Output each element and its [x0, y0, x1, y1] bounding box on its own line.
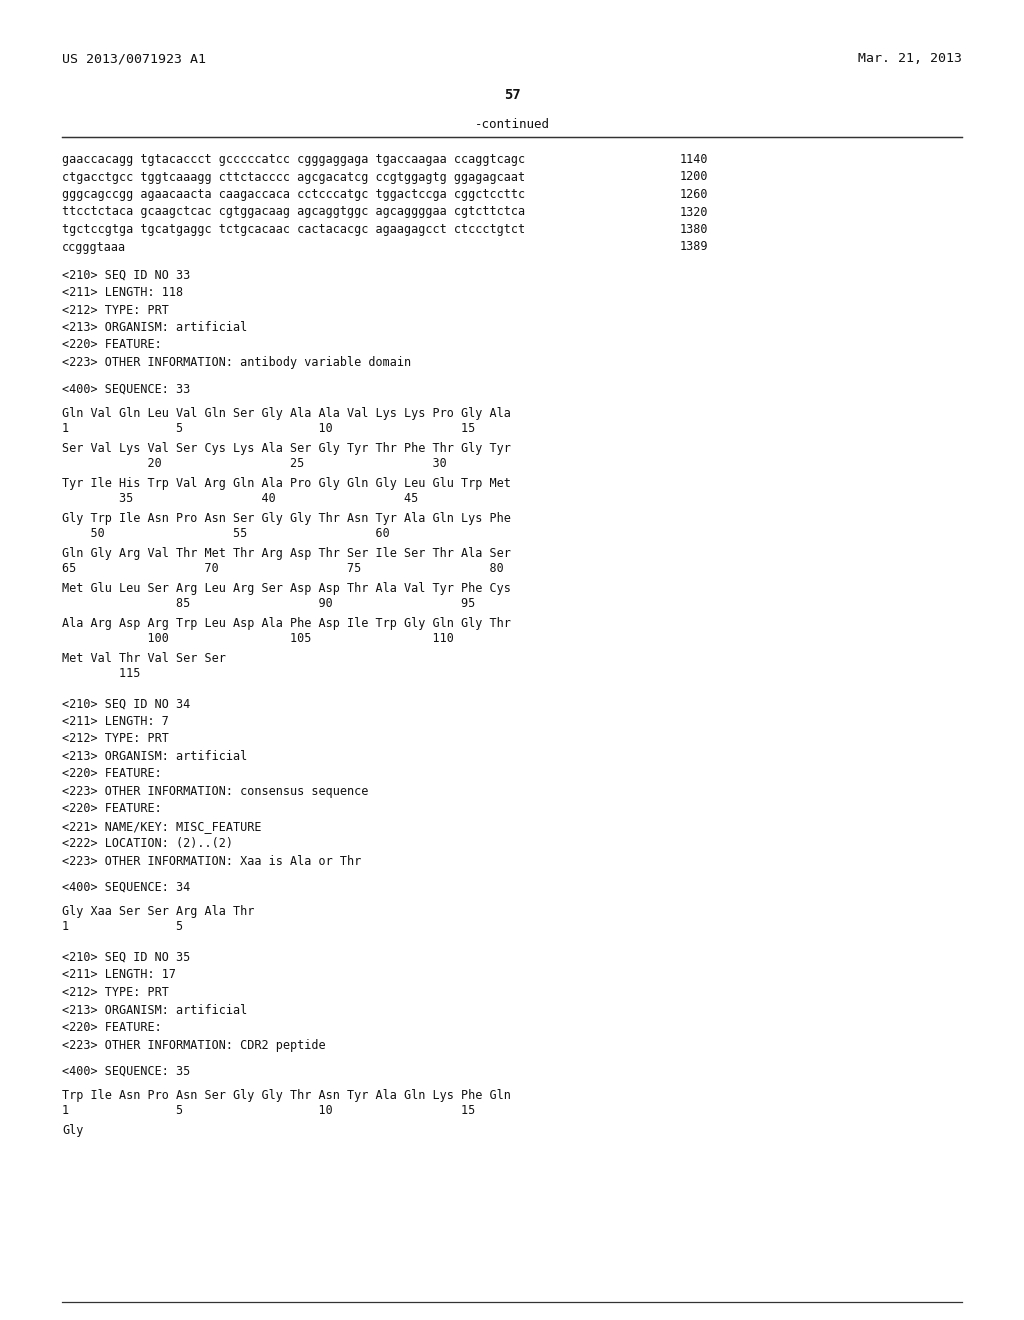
Text: <222> LOCATION: (2)..(2): <222> LOCATION: (2)..(2) [62, 837, 233, 850]
Text: gggcagccgg agaacaacta caagaccaca cctcccatgc tggactccga cggctccttc: gggcagccgg agaacaacta caagaccaca cctccca… [62, 187, 525, 201]
Text: -continued: -continued [474, 117, 550, 131]
Text: Ala Arg Asp Arg Trp Leu Asp Ala Phe Asp Ile Trp Gly Gln Gly Thr: Ala Arg Asp Arg Trp Leu Asp Ala Phe Asp … [62, 616, 511, 630]
Text: <210> SEQ ID NO 34: <210> SEQ ID NO 34 [62, 697, 190, 710]
Text: 100                 105                 110: 100 105 110 [62, 632, 454, 644]
Text: 1320: 1320 [680, 206, 709, 219]
Text: <213> ORGANISM: artificial: <213> ORGANISM: artificial [62, 321, 247, 334]
Text: <212> TYPE: PRT: <212> TYPE: PRT [62, 304, 169, 317]
Text: <211> LENGTH: 17: <211> LENGTH: 17 [62, 969, 176, 982]
Text: US 2013/0071923 A1: US 2013/0071923 A1 [62, 51, 206, 65]
Text: <223> OTHER INFORMATION: consensus sequence: <223> OTHER INFORMATION: consensus seque… [62, 785, 369, 797]
Text: 65                  70                  75                  80: 65 70 75 80 [62, 561, 504, 574]
Text: Gly Trp Ile Asn Pro Asn Ser Gly Gly Thr Asn Tyr Ala Gln Lys Phe: Gly Trp Ile Asn Pro Asn Ser Gly Gly Thr … [62, 512, 511, 525]
Text: <220> FEATURE:: <220> FEATURE: [62, 338, 162, 351]
Text: <220> FEATURE:: <220> FEATURE: [62, 803, 162, 816]
Text: <211> LENGTH: 118: <211> LENGTH: 118 [62, 286, 183, 300]
Text: ctgacctgcc tggtcaaagg cttctacccc agcgacatcg ccgtggagtg ggagagcaat: ctgacctgcc tggtcaaagg cttctacccc agcgaca… [62, 170, 525, 183]
Text: <220> FEATURE:: <220> FEATURE: [62, 1020, 162, 1034]
Text: <213> ORGANISM: artificial: <213> ORGANISM: artificial [62, 1003, 247, 1016]
Text: Met Glu Leu Ser Arg Leu Arg Ser Asp Asp Thr Ala Val Tyr Phe Cys: Met Glu Leu Ser Arg Leu Arg Ser Asp Asp … [62, 582, 511, 595]
Text: 35                  40                  45: 35 40 45 [62, 491, 418, 504]
Text: Gly Xaa Ser Ser Arg Ala Thr: Gly Xaa Ser Ser Arg Ala Thr [62, 906, 254, 919]
Text: <210> SEQ ID NO 35: <210> SEQ ID NO 35 [62, 950, 190, 964]
Text: gaaccacagg tgtacaccct gcccccatcc cgggaggaga tgaccaagaa ccaggtcagc: gaaccacagg tgtacaccct gcccccatcc cgggagg… [62, 153, 525, 166]
Text: tgctccgtga tgcatgaggc tctgcacaac cactacacgc agaagagcct ctccctgtct: tgctccgtga tgcatgaggc tctgcacaac cactaca… [62, 223, 525, 236]
Text: <212> TYPE: PRT: <212> TYPE: PRT [62, 733, 169, 746]
Text: Ser Val Lys Val Ser Cys Lys Ala Ser Gly Tyr Thr Phe Thr Gly Tyr: Ser Val Lys Val Ser Cys Lys Ala Ser Gly … [62, 442, 511, 455]
Text: Met Val Thr Val Ser Ser: Met Val Thr Val Ser Ser [62, 652, 226, 665]
Text: 57: 57 [504, 88, 520, 102]
Text: Tyr Ile His Trp Val Arg Gln Ala Pro Gly Gln Gly Leu Glu Trp Met: Tyr Ile His Trp Val Arg Gln Ala Pro Gly … [62, 477, 511, 490]
Text: 85                  90                  95: 85 90 95 [62, 597, 475, 610]
Text: <400> SEQUENCE: 35: <400> SEQUENCE: 35 [62, 1065, 190, 1077]
Text: 50                  55                  60: 50 55 60 [62, 527, 390, 540]
Text: Mar. 21, 2013: Mar. 21, 2013 [858, 51, 962, 65]
Text: 1               5                   10                  15: 1 5 10 15 [62, 1104, 475, 1117]
Text: ccgggtaaa: ccgggtaaa [62, 240, 126, 253]
Text: 1389: 1389 [680, 240, 709, 253]
Text: <210> SEQ ID NO 33: <210> SEQ ID NO 33 [62, 268, 190, 281]
Text: ttcctctaca gcaagctcac cgtggacaag agcaggtggc agcaggggaa cgtcttctca: ttcctctaca gcaagctcac cgtggacaag agcaggt… [62, 206, 525, 219]
Text: <221> NAME/KEY: MISC_FEATURE: <221> NAME/KEY: MISC_FEATURE [62, 820, 261, 833]
Text: 1               5: 1 5 [62, 920, 183, 933]
Text: Gly: Gly [62, 1125, 83, 1138]
Text: 20                  25                  30: 20 25 30 [62, 457, 446, 470]
Text: <400> SEQUENCE: 34: <400> SEQUENCE: 34 [62, 880, 190, 894]
Text: 1200: 1200 [680, 170, 709, 183]
Text: <213> ORGANISM: artificial: <213> ORGANISM: artificial [62, 750, 247, 763]
Text: 1260: 1260 [680, 187, 709, 201]
Text: <223> OTHER INFORMATION: CDR2 peptide: <223> OTHER INFORMATION: CDR2 peptide [62, 1039, 326, 1052]
Text: Trp Ile Asn Pro Asn Ser Gly Gly Thr Asn Tyr Ala Gln Lys Phe Gln: Trp Ile Asn Pro Asn Ser Gly Gly Thr Asn … [62, 1089, 511, 1102]
Text: <400> SEQUENCE: 33: <400> SEQUENCE: 33 [62, 383, 190, 395]
Text: 1140: 1140 [680, 153, 709, 166]
Text: <212> TYPE: PRT: <212> TYPE: PRT [62, 986, 169, 999]
Text: <211> LENGTH: 7: <211> LENGTH: 7 [62, 714, 169, 727]
Text: Gln Gly Arg Val Thr Met Thr Arg Asp Thr Ser Ile Ser Thr Ala Ser: Gln Gly Arg Val Thr Met Thr Arg Asp Thr … [62, 546, 511, 560]
Text: 1               5                   10                  15: 1 5 10 15 [62, 421, 475, 434]
Text: 1380: 1380 [680, 223, 709, 236]
Text: <223> OTHER INFORMATION: Xaa is Ala or Thr: <223> OTHER INFORMATION: Xaa is Ala or T… [62, 855, 361, 867]
Text: <220> FEATURE:: <220> FEATURE: [62, 767, 162, 780]
Text: 115: 115 [62, 667, 140, 680]
Text: <223> OTHER INFORMATION: antibody variable domain: <223> OTHER INFORMATION: antibody variab… [62, 356, 411, 370]
Text: Gln Val Gln Leu Val Gln Ser Gly Ala Ala Val Lys Lys Pro Gly Ala: Gln Val Gln Leu Val Gln Ser Gly Ala Ala … [62, 407, 511, 420]
